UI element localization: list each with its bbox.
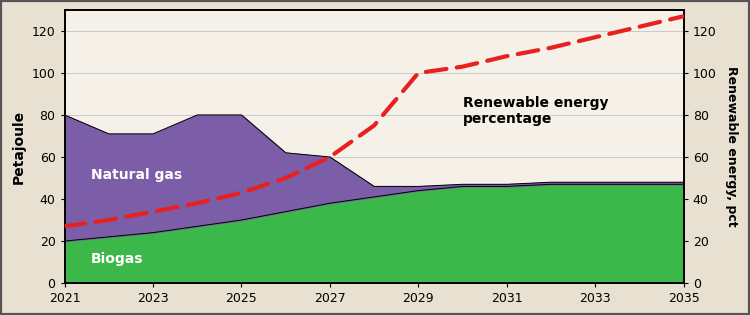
Text: Natural gas: Natural gas: [91, 168, 182, 182]
Text: Biogas: Biogas: [91, 252, 143, 266]
Y-axis label: Petajoule: Petajoule: [12, 109, 26, 184]
Text: Renewable energy
percentage: Renewable energy percentage: [463, 96, 608, 126]
Y-axis label: Renewable energy, pct: Renewable energy, pct: [725, 66, 738, 227]
